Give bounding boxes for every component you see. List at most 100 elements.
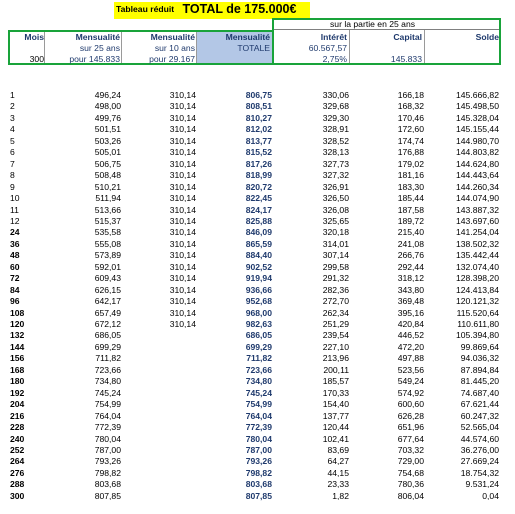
cell-mens25: 515,37: [94, 215, 121, 226]
cell-mens10: 310,14: [169, 261, 196, 272]
cell-solde: 44.574,60: [460, 433, 499, 444]
mens10-sub: sur 10 ans: [154, 43, 195, 53]
partie-label: sur la partie en 25 ans: [330, 19, 416, 29]
cell-total: 806,75: [245, 90, 272, 100]
cell-capital: 189,72: [397, 215, 424, 226]
header-separator: [44, 32, 45, 63]
cell-mois: 84: [10, 284, 20, 295]
cell-capital: 166,18: [397, 90, 424, 100]
cell-mens25: 723,66: [94, 364, 121, 375]
cell-solde: 143.887,32: [455, 204, 499, 215]
cell-solde: 144.980,70: [455, 135, 499, 146]
cell-mois: 288: [10, 479, 25, 490]
mens25-header: Mensualité: [75, 32, 120, 42]
cell-solde: 60.247,32: [460, 410, 499, 421]
cell-total: 982,63: [245, 319, 272, 329]
cell-mois: 4: [10, 124, 15, 135]
cell-mens10: 310,14: [169, 147, 196, 158]
cell-interet: 326,50: [322, 193, 349, 204]
cell-mens25: 772,39: [94, 422, 121, 433]
cell-total: 754,99: [245, 399, 272, 410]
cell-solde: 135.442,44: [455, 250, 499, 261]
cell-mens25: 787,00: [94, 444, 121, 455]
cell-mois: 204: [10, 399, 25, 410]
cell-mens10: 310,14: [169, 135, 196, 146]
cell-mens10: 310,14: [169, 273, 196, 284]
cell-solde: 145.498,50: [455, 101, 499, 112]
cell-mens10: 310,14: [169, 101, 196, 112]
cell-solde: 141.254,04: [455, 227, 499, 238]
cell-mens25: 499,76: [94, 112, 121, 123]
cell-total: 772,39: [245, 422, 272, 433]
cell-solde: 74.687,40: [460, 387, 499, 398]
cell-capital: 626,28: [397, 410, 424, 421]
cell-mois: 108: [10, 307, 25, 318]
mens10-header: Mensualité: [150, 32, 195, 42]
cell-mens10: 310,14: [169, 112, 196, 123]
cell-capital: 651,96: [397, 422, 424, 433]
cell-interet: 102,41: [322, 433, 349, 444]
cell-solde: 81.445,20: [460, 376, 499, 387]
cell-mens25: 699,29: [94, 341, 121, 352]
cell-mois: 168: [10, 364, 25, 375]
cell-mens25: 686,05: [94, 330, 121, 341]
cell-mens10: 310,14: [169, 319, 196, 329]
cell-mens25: 642,17: [94, 296, 121, 307]
header-separator: [121, 32, 122, 63]
header-separator: [349, 30, 350, 63]
cell-interet: 327,32: [322, 170, 349, 181]
cell-total: 825,88: [245, 215, 272, 226]
cell-interet: 272,70: [322, 296, 349, 307]
cell-total: 822,45: [245, 193, 272, 204]
cell-mens10: 310,14: [169, 170, 196, 181]
cell-capital: 318,12: [397, 273, 424, 284]
cell-mens10: 310,14: [169, 124, 196, 135]
cell-interet: 282,36: [322, 284, 349, 295]
cell-interet: 326,91: [322, 181, 349, 192]
cell-capital: 176,88: [397, 147, 424, 158]
cell-capital: 497,88: [397, 353, 424, 364]
cell-total: 813,77: [245, 135, 272, 146]
cell-mens25: 793,26: [94, 456, 121, 467]
cell-capital: 574,92: [397, 387, 424, 398]
cell-total: 686,05: [245, 330, 272, 341]
cell-interet: 314,01: [322, 238, 349, 249]
capital-total: 145.833: [390, 54, 422, 64]
cell-capital: 266,76: [397, 250, 424, 261]
cell-mois: 10: [10, 193, 20, 204]
cell-mois: 24: [10, 227, 20, 238]
cell-mens25: 510,21: [94, 181, 121, 192]
cell-mens25: 657,49: [94, 307, 121, 318]
cell-mois: 11: [10, 204, 19, 215]
cell-mens25: 592,01: [94, 261, 121, 272]
cell-interet: 137,77: [322, 410, 349, 421]
cell-mens25: 780,04: [94, 433, 121, 444]
cell-total: 812,02: [245, 124, 272, 135]
cell-capital: 677,64: [397, 433, 424, 444]
cell-interet: 329,68: [322, 101, 349, 112]
cell-interet: 44,15: [327, 467, 349, 478]
cell-capital: 446,52: [397, 330, 424, 341]
cell-interet: 291,32: [322, 273, 349, 284]
cell-solde: 120.121,32: [455, 296, 499, 307]
cell-mois: 3: [10, 112, 15, 123]
cell-capital: 549,24: [397, 376, 424, 387]
cell-solde: 105.394,80: [455, 330, 499, 341]
cell-mens10: 310,14: [169, 193, 196, 204]
cell-solde: 36.276,00: [460, 444, 499, 455]
cell-solde: 18.754,32: [460, 467, 499, 478]
cell-capital: 395,16: [397, 307, 424, 318]
cell-mens10: 310,14: [169, 284, 196, 295]
cell-mens25: 506,75: [94, 158, 121, 169]
cell-mens25: 503,26: [94, 135, 121, 146]
cell-interet: 1,82: [332, 490, 349, 501]
cell-capital: 174,74: [397, 135, 424, 146]
cell-solde: 115.520,64: [456, 307, 499, 318]
cell-total: 818,99: [245, 170, 272, 181]
cell-mens10: 310,14: [169, 307, 196, 318]
cell-capital: 170,46: [397, 112, 424, 123]
cell-mois: 228: [10, 422, 25, 433]
cell-mens25: 573,89: [94, 250, 121, 261]
cell-interet: 251,29: [322, 319, 349, 329]
